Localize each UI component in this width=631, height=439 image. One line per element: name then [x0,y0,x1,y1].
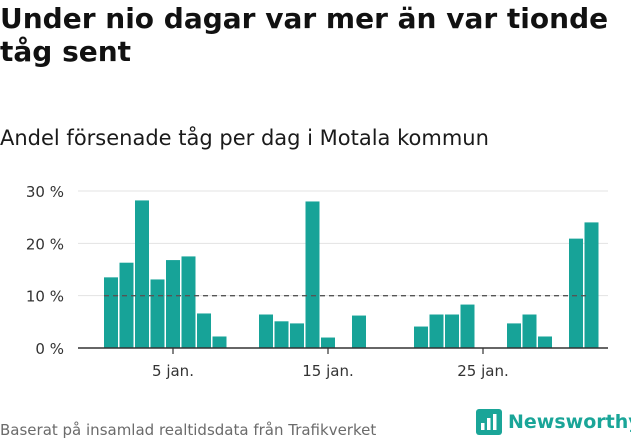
bar [429,314,444,348]
bar [197,313,211,348]
x-tick-label: 15 jan. [302,362,354,380]
bar [507,323,521,348]
chart-subtitle: Andel försenade tåg per dag i Motala kom… [0,126,489,150]
y-tick-label: 30 % [26,183,64,201]
bar [522,314,537,348]
bar [150,279,165,348]
bar [414,326,428,348]
bar-chart-logo-icon [476,409,502,435]
bar [584,222,599,348]
bar [569,238,583,348]
bar-chart: 0 % 10 % 20 % 30 % 5 jan. 15 jan. 25 jan. [26,183,608,380]
source-note: Baserat på insamlad realtidsdata från Tr… [0,421,377,439]
bar [212,336,227,348]
bar [305,201,320,348]
bar [259,314,273,348]
bar [135,200,149,348]
bar [321,337,335,348]
brand-logo: Newsworthy [476,408,631,436]
bar [538,336,552,348]
y-tick-label: 0 % [35,340,64,358]
brand-name: Newsworthy [508,411,631,433]
bar [274,321,289,348]
y-tick-label: 20 % [26,235,64,253]
bar [181,256,196,348]
y-tick-label: 10 % [26,288,64,306]
bar [460,304,475,348]
bar [104,277,118,348]
bar [119,262,134,348]
bar [290,323,304,348]
x-tick-label: 25 jan. [457,362,509,380]
x-tick-label: 5 jan. [152,362,194,380]
chart-title: Under nio dagar var mer än var tionde tå… [0,2,609,68]
bar [166,260,180,348]
bar [352,315,366,348]
bar [445,314,459,348]
